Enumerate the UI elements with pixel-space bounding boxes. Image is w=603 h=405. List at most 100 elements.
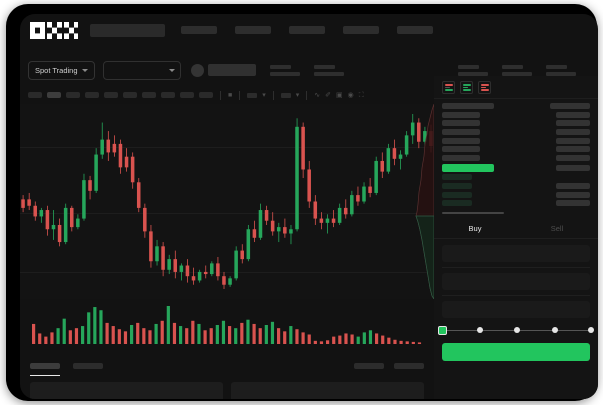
orderbook-ask-row[interactable]	[442, 119, 590, 128]
form-divider	[442, 266, 590, 268]
timeframe-button[interactable]	[66, 92, 80, 98]
orderbook-bid-row[interactable]	[442, 182, 590, 191]
tab-buy[interactable]: Buy	[468, 223, 482, 233]
orderbook-spread-row[interactable]	[442, 162, 590, 173]
toolbar-divider	[306, 90, 308, 100]
trading-pair-select[interactable]	[102, 60, 181, 80]
nav-item-more[interactable]	[397, 26, 433, 34]
chart-type-icon[interactable]: ■	[228, 91, 233, 99]
nav-item-earn[interactable]	[343, 26, 379, 34]
timeframe-button[interactable]	[123, 92, 137, 98]
orderbook-scrollbar[interactable]	[442, 211, 504, 214]
settings-gear-icon[interactable]: ◉	[347, 91, 354, 99]
ticker-stat-value	[546, 71, 576, 76]
order-form	[434, 239, 598, 318]
tab-open-orders[interactable]	[30, 363, 60, 376]
chevron-down-icon-2[interactable]: ▾	[295, 91, 300, 99]
toolbar-divider	[239, 90, 241, 100]
bottom-action-2[interactable]	[394, 363, 424, 369]
orderbook-divider	[434, 98, 598, 99]
order-amount-field[interactable]	[442, 272, 590, 290]
depth-chart-overlay	[415, 104, 434, 299]
order-total-field[interactable]	[442, 300, 590, 318]
order-price-field[interactable]	[442, 244, 590, 262]
orderbook-bid-row[interactable]	[442, 190, 590, 199]
timeframe-button[interactable]	[161, 92, 175, 98]
pencil-icon[interactable]: ✐	[325, 91, 332, 99]
bottom-panels	[20, 382, 434, 399]
timeframe-button[interactable]	[142, 92, 156, 98]
ticker-stat-value	[502, 71, 532, 76]
price-chart[interactable]	[20, 104, 434, 299]
timeframe-button[interactable]	[85, 92, 99, 98]
orderbook-layout-bids-icon[interactable]	[460, 81, 473, 94]
compare-icon[interactable]	[280, 92, 291, 98]
timeframe-button-active[interactable]	[47, 92, 61, 98]
orderbook-ask-row[interactable]	[442, 145, 590, 154]
search-input[interactable]	[90, 23, 165, 37]
depth-bid-area	[415, 215, 434, 299]
candlestick-series	[21, 114, 433, 289]
slider-stop-50[interactable]	[514, 326, 521, 333]
buy-sell-tabs: Buy Sell	[434, 220, 598, 239]
camera-icon[interactable]: ▣	[336, 91, 343, 99]
ticker-stat-value	[313, 71, 344, 76]
orderbook-ask-row[interactable]	[442, 136, 590, 145]
ticker-stat-label	[458, 64, 479, 69]
slider-stop-100[interactable]	[588, 326, 594, 333]
indicators-icon[interactable]	[247, 92, 258, 98]
fullscreen-icon[interactable]: ⛶	[358, 91, 364, 99]
form-divider	[442, 294, 590, 296]
place-buy-order-button[interactable]	[442, 342, 590, 361]
timeframe-button[interactable]	[104, 92, 118, 98]
slider-stop-25[interactable]	[477, 326, 483, 333]
ticker-stat-price	[269, 64, 300, 76]
orderbook-ask-row[interactable]	[442, 111, 590, 120]
orderbook-ask-row[interactable]	[442, 128, 590, 137]
ticker-bar: Spot Trading	[20, 54, 598, 86]
bottom-action-1[interactable]	[354, 363, 384, 369]
orderbook-header-row	[442, 102, 590, 111]
bottom-panel-left[interactable]	[30, 382, 223, 399]
app-window: Spot Trading	[20, 14, 598, 399]
orderbook-rows[interactable]	[434, 102, 598, 208]
nav-item-markets[interactable]	[181, 26, 217, 34]
chevron-down-icon[interactable]: ▾	[262, 91, 266, 99]
coin-avatar	[190, 63, 204, 77]
orderbook-bid-row[interactable]	[442, 199, 590, 208]
ticker-stat-label	[313, 64, 335, 69]
orderbook-layout-asks-icon[interactable]	[478, 81, 491, 94]
ticker-stat-value	[458, 71, 488, 76]
market-type-dropdown[interactable]: Spot Trading	[28, 60, 95, 80]
ticker-stat-label	[546, 64, 567, 69]
orders-tab-bar	[20, 356, 434, 376]
bottom-panel-right[interactable]	[231, 382, 424, 399]
timeframe-button[interactable]	[180, 92, 194, 98]
timeframe-button[interactable]	[199, 92, 213, 98]
okx-logo-icon	[30, 21, 78, 39]
orderbook-bid-row[interactable]	[442, 173, 590, 182]
timeframe-button[interactable]	[28, 92, 42, 98]
orderbook-ask-row[interactable]	[442, 154, 590, 163]
tab-sell[interactable]: Sell	[550, 223, 564, 233]
volume-chart	[20, 302, 434, 354]
chevron-down-icon	[81, 68, 88, 72]
nav-item-trade[interactable]	[235, 26, 271, 34]
volume-series	[32, 306, 422, 344]
wave-icon[interactable]: ∿	[314, 91, 321, 99]
nav-item-derivatives[interactable]	[289, 26, 325, 34]
amount-percent-slider[interactable]	[438, 325, 594, 337]
orderbook-layout-controls	[434, 76, 598, 98]
chart-gridline	[20, 146, 434, 148]
top-navigation-bar	[20, 14, 598, 46]
ticker-stat-high	[502, 64, 532, 76]
orderbook-layout-both-icon[interactable]	[442, 81, 455, 94]
device-frame: Spot Trading	[6, 4, 598, 401]
market-type-label: Spot Trading	[35, 65, 78, 75]
chevron-down-icon-pair	[168, 68, 175, 72]
slider-handle[interactable]	[438, 325, 447, 335]
toolbar-divider	[220, 90, 221, 100]
slider-stop-75[interactable]	[551, 326, 558, 333]
tab-order-history[interactable]	[73, 363, 103, 369]
okx-logo[interactable]	[30, 21, 78, 39]
